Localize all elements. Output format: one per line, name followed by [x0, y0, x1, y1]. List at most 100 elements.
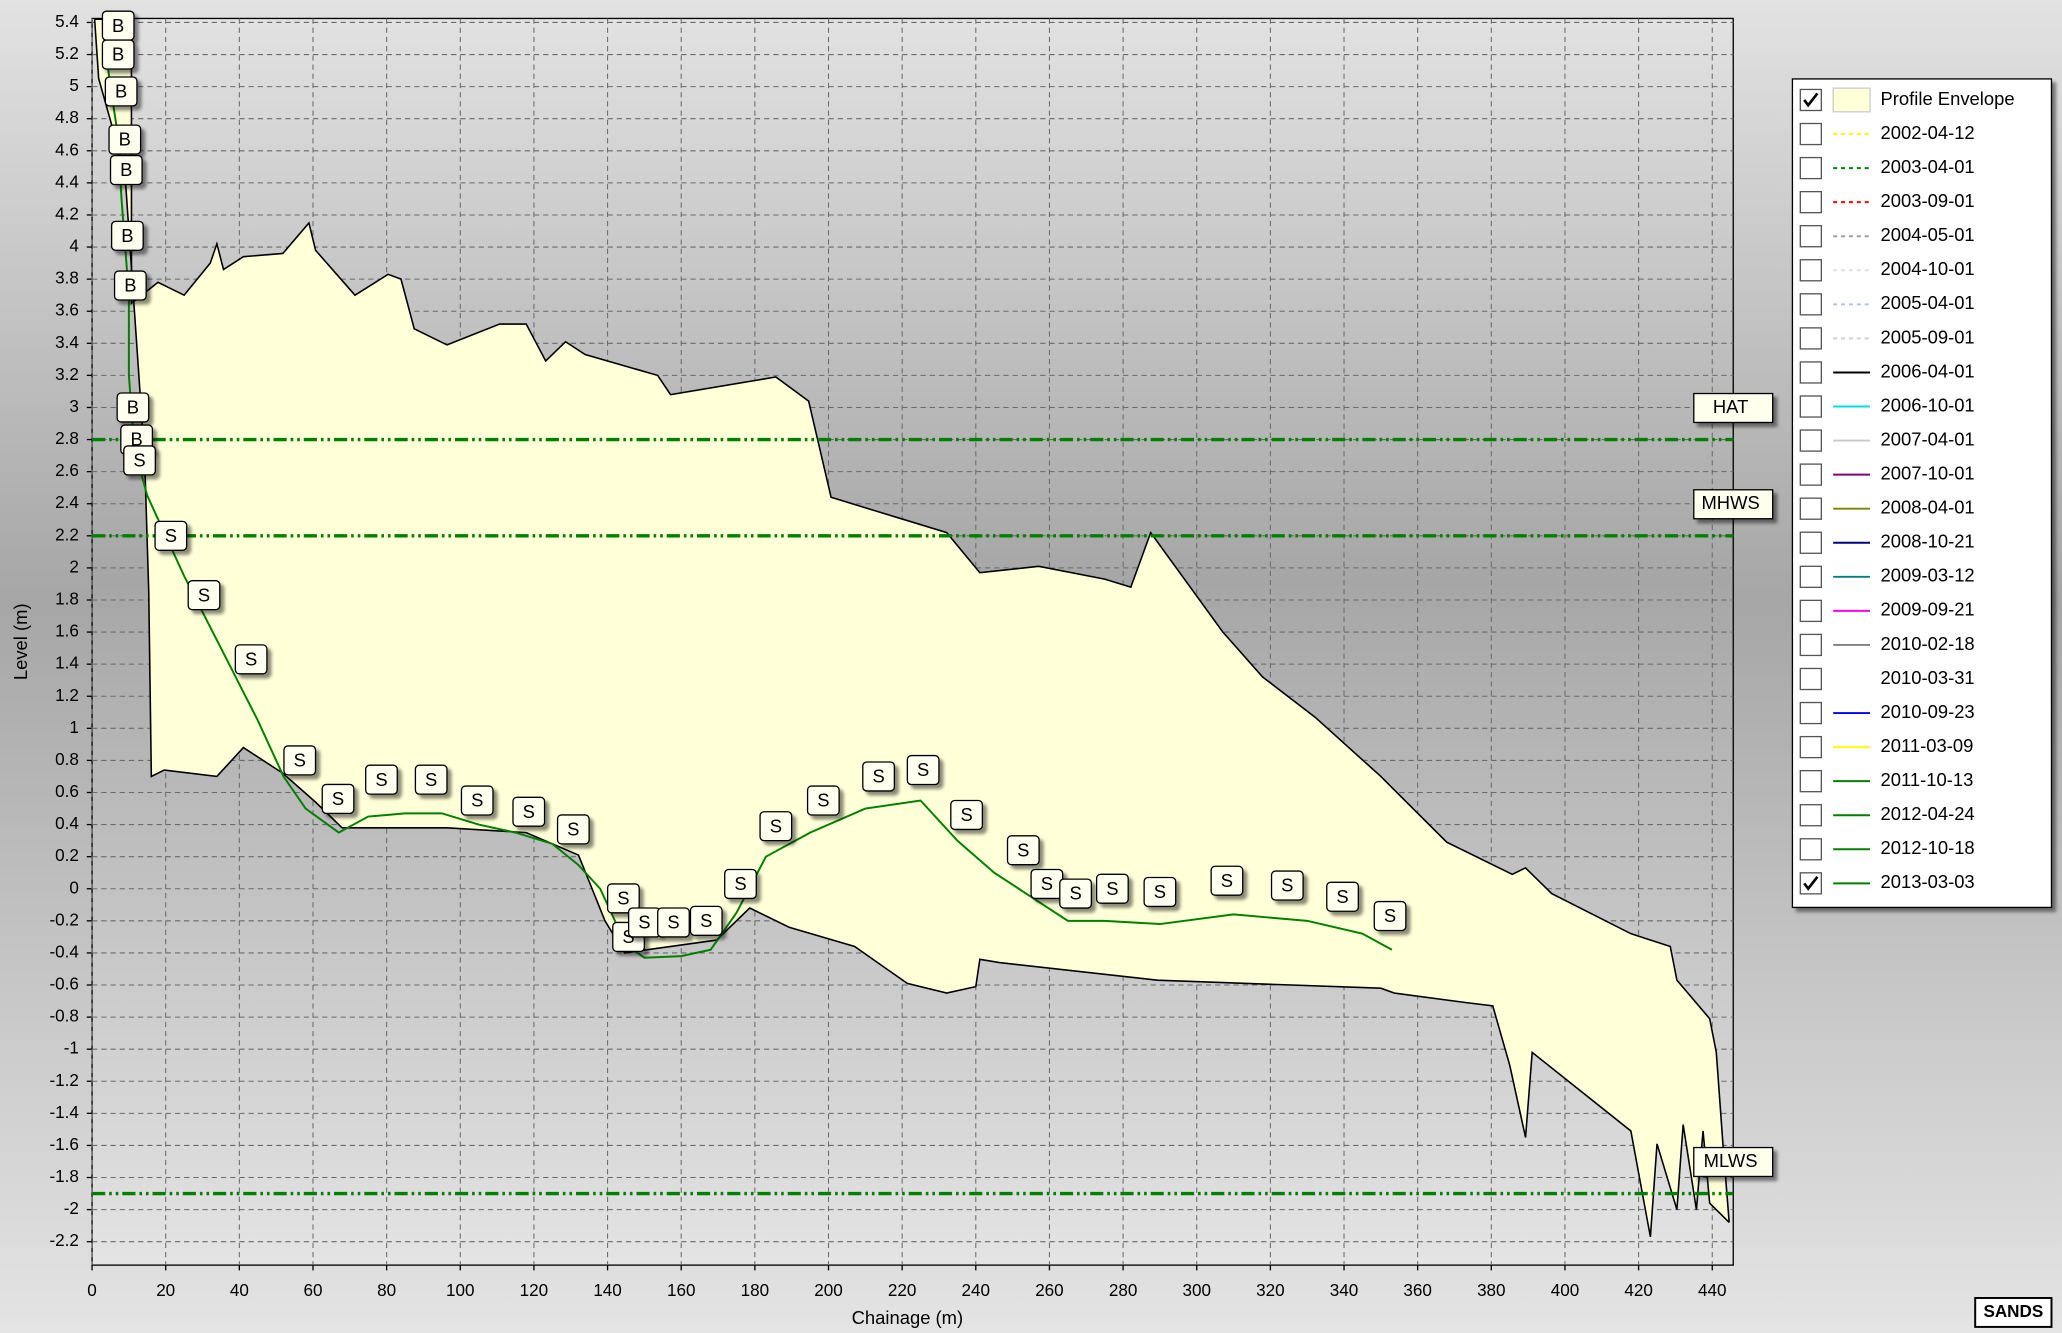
marker-label: S	[770, 815, 782, 836]
legend-checkbox[interactable]	[1799, 463, 1823, 486]
y-tick-label: 2.2	[55, 525, 79, 544]
marker-label: S	[471, 790, 483, 811]
legend-checkbox[interactable]	[1799, 838, 1823, 861]
legend-checkbox[interactable]	[1799, 259, 1823, 282]
marker-box	[689, 905, 723, 936]
marker-box	[187, 580, 221, 611]
x-tick-label: 120	[520, 1281, 548, 1300]
marker-label: S	[567, 819, 579, 840]
marker-box	[321, 783, 355, 815]
legend-checkbox[interactable]	[1799, 122, 1823, 146]
x-axis-label: Chainage (m)	[852, 1307, 964, 1328]
marker-box	[1059, 878, 1093, 909]
y-tick-label: -0.2	[49, 910, 78, 929]
legend-swatch	[1832, 87, 1871, 113]
legend-checkbox[interactable]	[1799, 701, 1823, 725]
legend-checkbox[interactable]	[1799, 497, 1823, 520]
legend-checkbox[interactable]	[1799, 531, 1823, 554]
marker-box	[724, 868, 757, 900]
y-tick-label: 5.2	[55, 44, 79, 63]
y-tick-label: 0	[69, 878, 79, 897]
marker-label: S	[1336, 886, 1348, 907]
marker-box	[123, 445, 156, 476]
marker-label: S	[1106, 878, 1118, 899]
marker-box	[365, 764, 398, 795]
legend-label: 2008-04-01	[1881, 497, 1975, 518]
marker-box	[1143, 876, 1177, 908]
marker-label: S	[198, 584, 210, 605]
y-tick-label: -2.2	[49, 1231, 78, 1250]
legend-checkbox[interactable]	[1799, 804, 1823, 827]
legend-checkbox[interactable]	[1799, 735, 1823, 759]
legend-label: 2004-10-01	[1881, 258, 1975, 279]
x-tick-label: 320	[1256, 1281, 1285, 1300]
marker-label: S	[245, 649, 257, 670]
y-tick-label: 4	[69, 237, 79, 256]
x-tick-label: 280	[1109, 1281, 1138, 1300]
y-tick-label: 5.4	[55, 12, 79, 31]
legend-checkbox[interactable]	[1799, 327, 1823, 350]
marker-label: S	[917, 759, 929, 780]
y-tick-label: 1.8	[55, 590, 79, 609]
legend-checkbox[interactable]	[1799, 190, 1823, 214]
marker-box	[414, 764, 448, 795]
legend-checkbox[interactable]	[1799, 156, 1823, 180]
marker-label: S	[425, 769, 437, 790]
envelope-edge	[93, 19, 1730, 1238]
x-tick-label: 420	[1624, 1281, 1653, 1300]
marker-label: S	[133, 450, 145, 471]
y-tick-label: 4.2	[55, 204, 79, 223]
y-tick-label: 4.4	[55, 172, 79, 191]
marker-box	[556, 814, 590, 845]
x-tick-label: 60	[303, 1281, 322, 1300]
marker-box	[906, 754, 940, 786]
reference-label: MHWS	[1701, 492, 1759, 513]
marker-box	[154, 520, 188, 551]
x-tick-label: 0	[87, 1281, 97, 1300]
logo: SANDS	[1983, 1302, 2043, 1321]
legend-label: 2006-04-01	[1881, 360, 1975, 381]
legend-label: 2010-03-31	[1881, 667, 1975, 688]
legend-checkbox[interactable]	[1799, 633, 1823, 657]
legend-check	[1803, 875, 1819, 891]
y-tick-label: -0.4	[49, 942, 78, 961]
reference-label-box	[1693, 489, 1774, 520]
marker-label: B	[127, 397, 139, 418]
y-tick-label: 3	[69, 397, 79, 416]
legend-checkbox[interactable]	[1799, 429, 1823, 452]
legend-checkbox[interactable]	[1799, 293, 1823, 316]
x-tick-label: 260	[1035, 1281, 1064, 1300]
legend-checkbox[interactable]	[1799, 225, 1823, 248]
legend-checkbox[interactable]	[1799, 769, 1823, 793]
logo-box	[1974, 1297, 2053, 1328]
marker-label: B	[119, 129, 131, 150]
marker-label: S	[1221, 870, 1233, 891]
legend-checkbox[interactable]	[1799, 361, 1823, 384]
reference-label: MLWS	[1704, 1150, 1758, 1171]
marker-label: B	[121, 225, 133, 246]
legend-label: 2005-09-01	[1881, 326, 1975, 347]
y-tick-label: 3.8	[55, 269, 79, 288]
y-tick-label: 1	[69, 718, 79, 737]
y-tick-label: 2	[69, 557, 79, 576]
legend-checkbox[interactable]	[1799, 565, 1823, 588]
marker-box	[759, 811, 793, 842]
legend-checkbox[interactable]	[1799, 667, 1823, 691]
marker-label: B	[112, 15, 124, 36]
legend-checkbox[interactable]	[1799, 599, 1823, 623]
x-tick-label: 220	[888, 1281, 917, 1300]
marker-label: S	[332, 788, 344, 809]
legend-label: 2008-10-21	[1881, 531, 1975, 552]
marker-label: S	[1154, 881, 1166, 902]
legend-label: 2011-10-13	[1881, 769, 1974, 790]
marker-box	[1095, 873, 1129, 904]
marker-box	[116, 392, 150, 423]
legend-checkbox[interactable]	[1799, 395, 1823, 418]
marker-label: S	[617, 888, 629, 909]
marker-label: B	[130, 429, 142, 450]
legend-label: 2010-09-23	[1881, 701, 1975, 722]
marker-label: S	[817, 790, 829, 811]
marker-box	[113, 270, 147, 301]
y-tick-label: -0.8	[49, 1007, 78, 1026]
y-tick-label: 0.4	[55, 814, 79, 833]
